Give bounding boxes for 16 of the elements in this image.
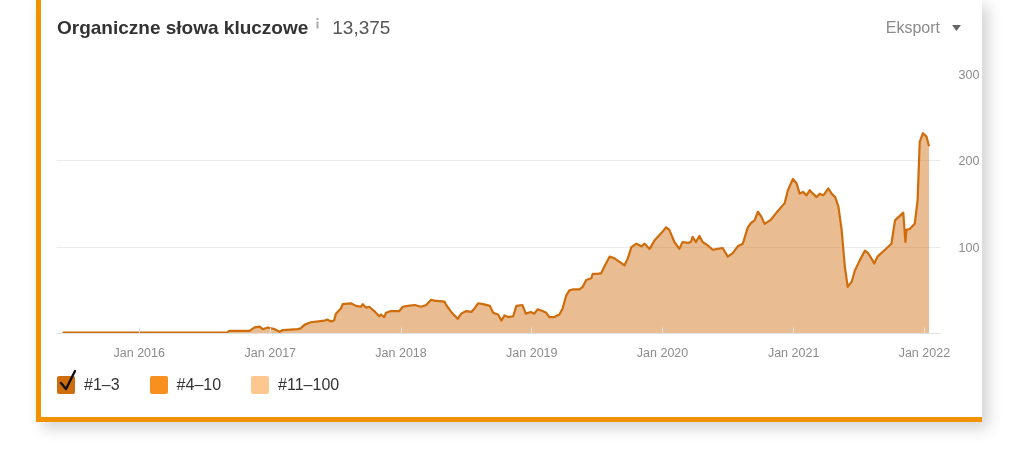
legend-label: #11–100 <box>278 375 340 395</box>
x-tick-label: Jan 2019 <box>506 345 558 360</box>
x-tick-label: Jan 2017 <box>244 345 297 360</box>
x-tick-label: Jan 2020 <box>636 345 689 360</box>
y-tick-label: 200 <box>958 154 980 169</box>
subtitle: 13,375 <box>332 16 391 41</box>
legend-label: #4–10 <box>176 375 222 395</box>
legend-label: #1–3 <box>84 375 120 395</box>
x-tick-label: Jan 2016 <box>113 345 166 360</box>
x-tick-label: Jan 2018 <box>375 345 427 360</box>
y-tick-label: 100 <box>958 240 980 255</box>
y-tick-label: 300 <box>958 68 980 82</box>
title: Organiczne słowa kluczowe <box>57 16 309 41</box>
x-tick-label: Jan 2021 <box>767 345 820 360</box>
annotation: Eksport <box>885 17 940 38</box>
x-tick-label: Jan 2022 <box>898 345 951 360</box>
